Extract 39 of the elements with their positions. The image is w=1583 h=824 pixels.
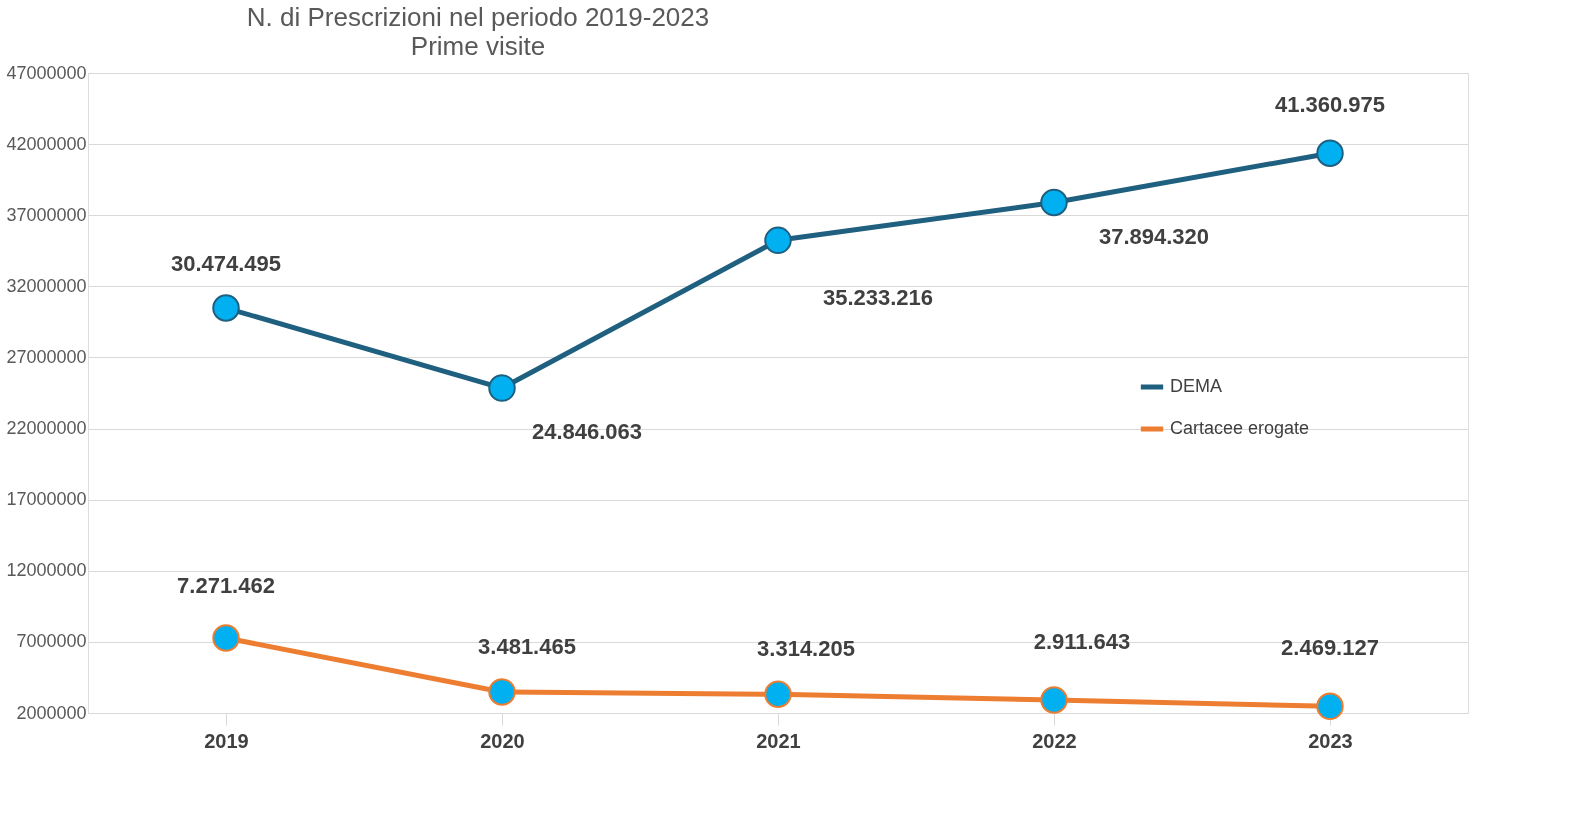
x-tick-label: 2021	[756, 729, 801, 752]
point	[1316, 139, 1344, 167]
point	[1316, 692, 1344, 721]
y-tick-label: 42000000	[6, 133, 87, 154]
data-label: 37.894.320	[1098, 223, 1210, 249]
point	[1040, 188, 1068, 217]
legend-label: DEMA	[1170, 376, 1223, 396]
y-tick-label: 2000000	[16, 702, 87, 723]
point	[212, 294, 240, 322]
y-tick-label: 17000000	[6, 489, 87, 510]
point	[212, 624, 240, 652]
x-tick-label: 2019	[204, 729, 249, 752]
x-tick-label: 2020	[480, 729, 525, 752]
data-label: 3.314.205	[757, 636, 855, 662]
chart-title: N. di Prescrizioni nel periodo 2019-2023	[246, 2, 710, 32]
x-tick-label: 2022	[1032, 729, 1077, 752]
data-label: 41.360.975	[1274, 92, 1386, 118]
data-label: 7.271.462	[177, 573, 275, 599]
point	[1040, 686, 1068, 714]
x-tick-label: 2023	[1308, 729, 1353, 752]
data-label: 30.474.495	[170, 251, 282, 277]
y-tick-label: 37000000	[6, 204, 87, 225]
point	[764, 226, 792, 255]
y-tick-label: 22000000	[6, 418, 87, 439]
y-tick-label: 47000000	[6, 62, 87, 83]
legend-label: Cartacee erogate	[1170, 418, 1310, 438]
point	[764, 680, 792, 709]
data-label: 2.911.643	[1033, 629, 1131, 655]
chart-subtitle: Prime visite	[410, 31, 546, 61]
data-label: 2.469.127	[1281, 635, 1379, 661]
y-tick-label: 27000000	[6, 346, 87, 367]
y-tick-label: 32000000	[6, 275, 87, 296]
point	[488, 678, 516, 706]
y-tick-label: 7000000	[16, 631, 87, 652]
point	[488, 374, 516, 402]
data-label: 24.846.063	[531, 419, 643, 445]
data-label: 35.233.216	[822, 285, 934, 311]
y-tick-label: 12000000	[6, 560, 87, 581]
data-label: 3.481.465	[478, 633, 576, 659]
